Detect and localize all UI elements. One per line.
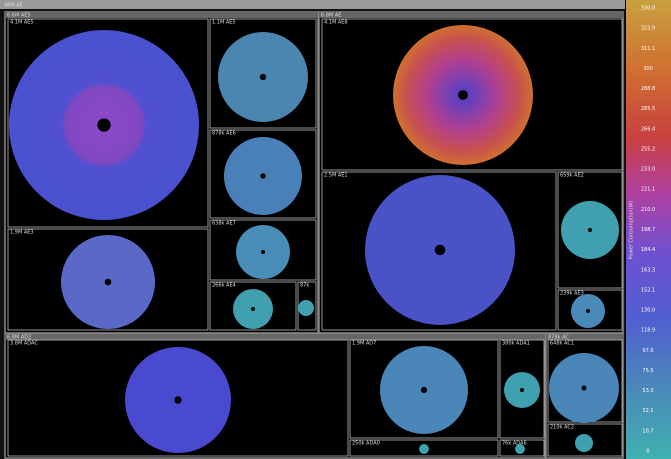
panel-label: 4.1M AE8 (324, 20, 348, 26)
group-label: 878k AC (548, 335, 569, 341)
colorbar-label: 300 (643, 66, 653, 72)
colorbar-label: 266.4 (641, 126, 655, 132)
colorbar-label: 10.7 (642, 428, 653, 434)
group-header (546, 334, 623, 340)
disc-hole (174, 396, 182, 404)
panel-label: 76k ADA6 (502, 441, 527, 447)
colorbar-label: 288.8 (641, 86, 655, 92)
disc-hole (261, 250, 265, 254)
group-header (5, 12, 318, 18)
panel-label: 250k ADA0 (352, 441, 380, 447)
panel-label: 266k AE4 (212, 283, 236, 289)
group-label: 6.6M AE5 (7, 13, 31, 19)
disc-hole (420, 386, 428, 394)
colorbar-label: 163.3 (641, 267, 655, 273)
disc-hole (520, 388, 524, 392)
colorbar-label: 118.9 (641, 328, 655, 334)
disc (298, 300, 314, 316)
colorbar-label: 311.1 (641, 46, 655, 52)
disc-hole (259, 73, 267, 81)
disc-hole (97, 118, 111, 132)
panel-label: 87k (300, 283, 309, 289)
disc-hole (586, 309, 590, 313)
title: 48M AE (4, 3, 23, 9)
disc-hole (458, 90, 468, 100)
group-label: 6.8M AD2 (7, 335, 31, 341)
panel-label: 380k ADA1 (502, 341, 530, 347)
colorbar-label: 198.7 (641, 227, 655, 233)
panel-label: 3.8M ADAC (10, 341, 38, 347)
colorbar-label: 32.1 (642, 408, 653, 414)
group-header (319, 12, 623, 18)
disc-hole (104, 278, 112, 286)
panel-label: 659k AE2 (560, 173, 584, 179)
colorbar-label: 0 (646, 449, 649, 455)
colorbar-label: 184.4 (641, 247, 655, 253)
panel-label: 2.5M AE1 (324, 173, 348, 179)
colorbar-label: 130.0 (641, 308, 655, 314)
colorbar-label: 221.1 (641, 187, 655, 193)
colorbar-label: 255.2 (641, 146, 655, 152)
panel-label: 210k AC2 (550, 425, 574, 431)
colorbar-label: 233.0 (641, 167, 655, 173)
disc-hole (581, 385, 587, 391)
panel-label: 1.1M AE5 (212, 20, 236, 26)
colorbar-label: 330.0 (641, 6, 655, 12)
disc-hole (260, 173, 266, 179)
group-label: 6.8M AE (321, 13, 341, 19)
disc (515, 444, 525, 454)
colorbar-label: 53.3 (642, 388, 653, 394)
colorbar-label: 75.5 (642, 368, 653, 374)
panel-label: 1.9M AD7 (352, 341, 376, 347)
panel-label: 638k AE7 (212, 221, 236, 227)
title-bar (0, 0, 625, 9)
panel-label: 648k AC1 (550, 341, 574, 347)
disc-hole (587, 227, 593, 233)
colorbar-label: 210.0 (641, 207, 655, 213)
colorbar-label: 152.1 (641, 287, 655, 293)
panel-label: 4.1M AE5 (10, 20, 34, 26)
colorbar-label: 285.5 (641, 106, 655, 112)
panel-label: 1.9M AE3 (10, 230, 34, 236)
disc (575, 434, 593, 452)
colorbar (626, 0, 671, 459)
colorbar-title: Power Consumption(W) (629, 201, 635, 260)
disc-hole (434, 244, 446, 256)
disc-hole (251, 307, 255, 311)
colorbar-label: 322.9 (641, 26, 655, 32)
panel-label: 239k AE3 (560, 291, 584, 297)
disc (419, 444, 429, 454)
panel-label: 878k AE6 (212, 131, 236, 137)
colorbar-label: 97.6 (642, 348, 653, 354)
group-header (5, 334, 545, 340)
